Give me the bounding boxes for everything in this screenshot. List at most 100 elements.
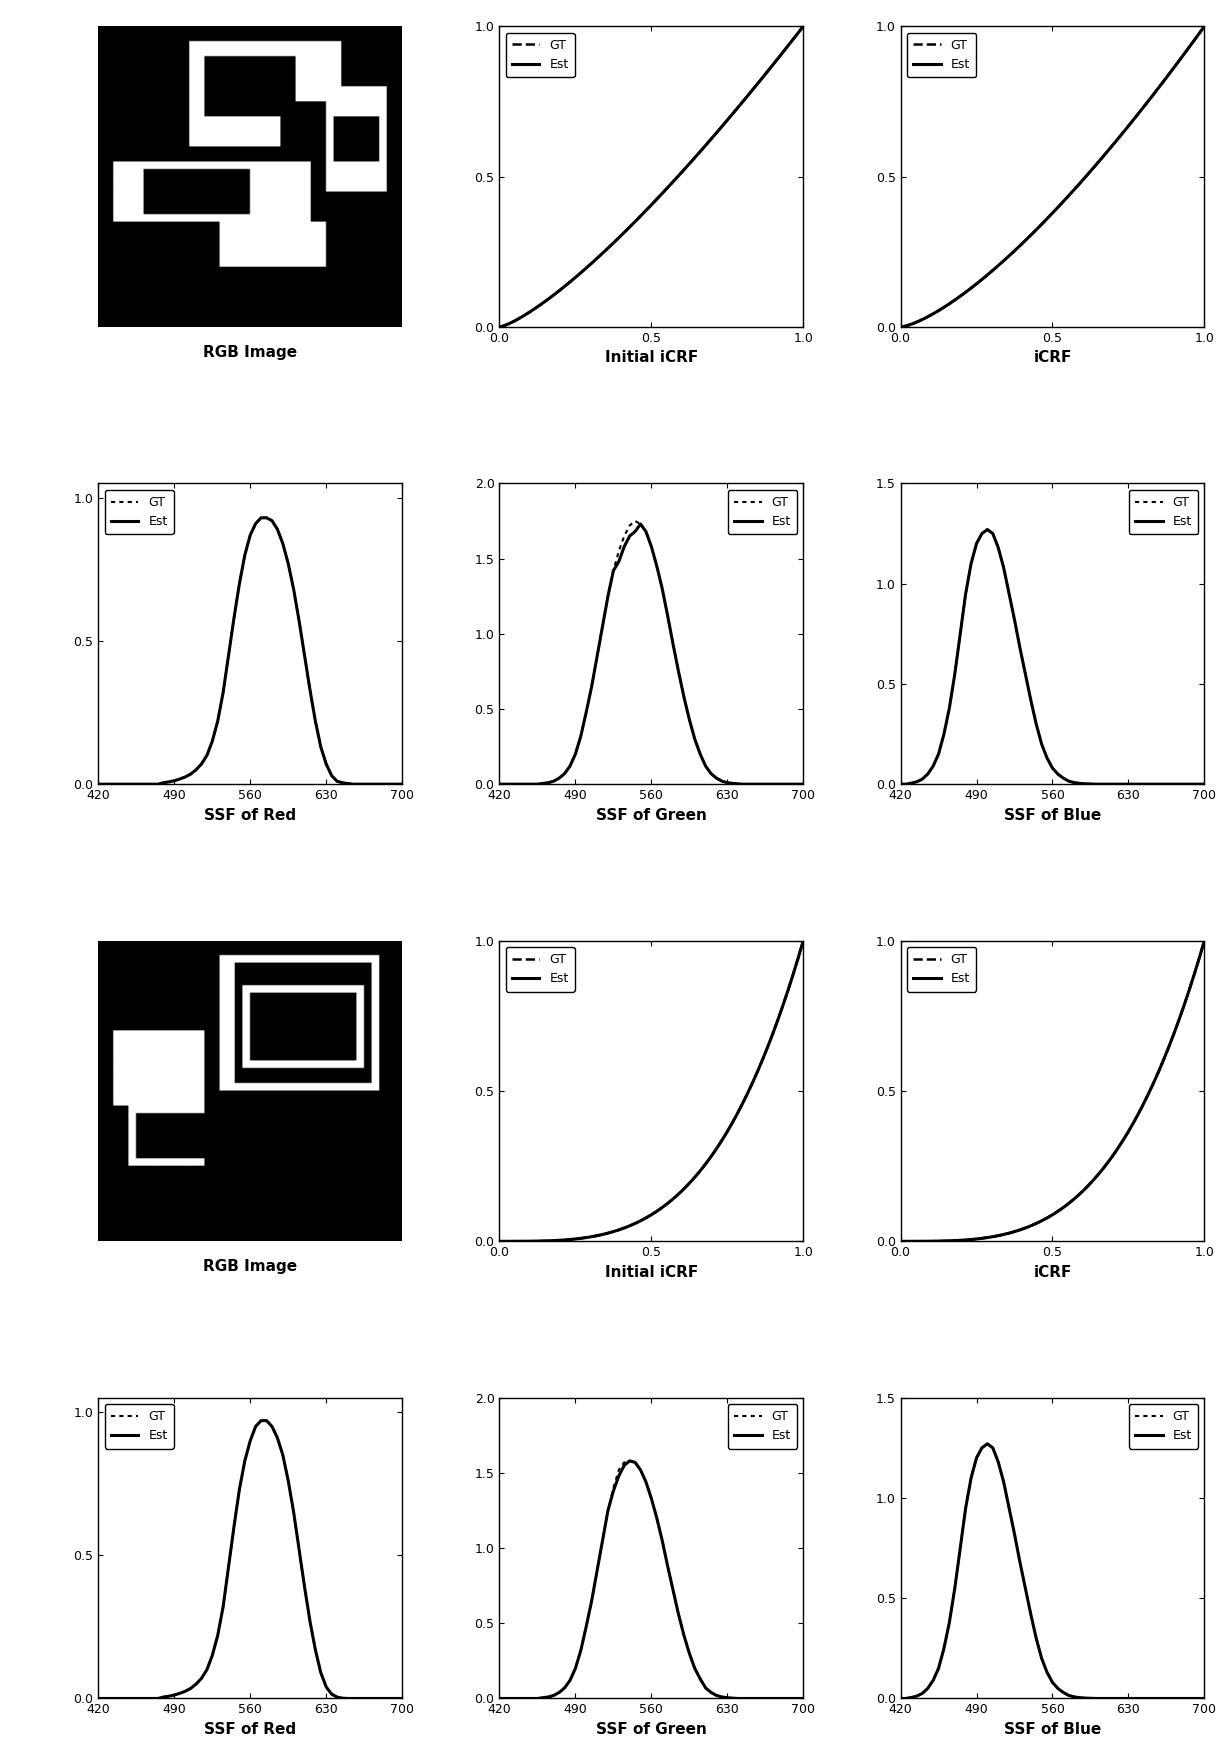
GT: [574, 725, 589, 746]
GT: [1105, 1688, 1120, 1709]
X-axis label: Initial iCRF: Initial iCRF: [605, 350, 698, 366]
Est: [302, 1611, 317, 1632]
Legend: GT, Est: GT, Est: [907, 947, 976, 991]
Legend: GT, Est: GT, Est: [728, 1404, 798, 1448]
Est: [1169, 1017, 1184, 1038]
Est: [905, 772, 919, 793]
Est: [221, 1557, 236, 1578]
Legend: GT, Est: GT, Est: [907, 33, 976, 77]
GT: [1197, 1688, 1212, 1709]
GT: [1197, 774, 1212, 795]
Est: [172, 769, 187, 790]
GT: [672, 1184, 687, 1205]
X-axis label: iCRF: iCRF: [1034, 1264, 1072, 1280]
GT: [980, 518, 994, 539]
GT: [796, 774, 811, 795]
Line: Est: Est: [901, 1445, 1204, 1698]
GT: [302, 679, 317, 700]
Est: [895, 317, 909, 338]
Est: [1149, 1066, 1164, 1087]
GT: [253, 508, 268, 529]
Line: Est: Est: [901, 26, 1204, 327]
GT: [980, 1434, 994, 1455]
GT: [91, 774, 106, 795]
Est: [493, 317, 508, 338]
GT: [704, 1683, 719, 1704]
Est: [893, 1688, 908, 1709]
Est: [91, 1688, 106, 1709]
GT: [975, 1438, 989, 1459]
GT: [678, 158, 693, 179]
Est: [395, 774, 409, 795]
GT: [308, 711, 323, 732]
Est: [253, 508, 268, 529]
GT: [704, 763, 719, 784]
GT: [1197, 930, 1212, 951]
GT: [395, 774, 409, 795]
Est: [1105, 774, 1120, 795]
Est: [253, 1410, 268, 1431]
GT: [678, 1177, 693, 1198]
Est: [893, 774, 908, 795]
GT: [503, 1688, 517, 1709]
Est: [221, 644, 236, 665]
Est: [1029, 1628, 1043, 1649]
Est: [102, 774, 117, 795]
Line: Est: Est: [499, 940, 804, 1241]
GT: [302, 1611, 317, 1632]
Est: [107, 774, 122, 795]
Est: [709, 1684, 724, 1705]
Est: [509, 774, 524, 795]
GT: [492, 1688, 506, 1709]
Est: [673, 163, 688, 184]
Est: [1073, 1184, 1088, 1205]
Est: [672, 1184, 687, 1205]
Est: [91, 774, 106, 795]
Est: [905, 1686, 919, 1707]
Text: RGB Image: RGB Image: [203, 345, 297, 361]
GT: [1079, 165, 1094, 186]
Est: [503, 1688, 517, 1709]
X-axis label: SSF of Red: SSF of Red: [204, 807, 296, 823]
Line: GT: GT: [499, 1460, 804, 1698]
Est: [1197, 930, 1212, 951]
Est: [492, 1231, 506, 1252]
GT: [1074, 1182, 1089, 1203]
GT: [493, 317, 508, 338]
GT: [509, 1688, 524, 1709]
Line: GT: GT: [901, 940, 1204, 1241]
Est: [980, 1434, 994, 1455]
Est: [492, 1688, 506, 1709]
Est: [1074, 172, 1089, 193]
GT: [102, 1688, 117, 1709]
X-axis label: SSF of Blue: SSF of Blue: [1004, 1721, 1101, 1737]
GT: [673, 163, 688, 184]
GT: [895, 1231, 909, 1252]
Line: GT: GT: [499, 26, 804, 327]
GT: [905, 772, 919, 793]
GT: [893, 317, 908, 338]
Legend: GT, Est: GT, Est: [104, 490, 173, 534]
Est: [704, 763, 719, 784]
Line: GT: GT: [499, 940, 804, 1241]
GT: [1169, 54, 1184, 75]
GT: [709, 1684, 724, 1705]
GT: [102, 774, 117, 795]
Est: [107, 1688, 122, 1709]
X-axis label: SSF of Blue: SSF of Blue: [1004, 807, 1101, 823]
GT: [748, 1066, 763, 1087]
Est: [493, 1231, 508, 1252]
GT: [709, 767, 724, 788]
Est: [1197, 774, 1212, 795]
Est: [767, 1017, 782, 1038]
Line: GT: GT: [499, 522, 804, 784]
GT: [909, 770, 924, 791]
Legend: GT, Est: GT, Est: [505, 947, 575, 991]
GT: [905, 1686, 919, 1707]
GT: [622, 515, 637, 536]
Line: GT: GT: [98, 1420, 402, 1698]
GT: [1149, 81, 1164, 102]
Est: [622, 1450, 637, 1471]
Est: [1073, 172, 1088, 193]
Est: [395, 1688, 409, 1709]
